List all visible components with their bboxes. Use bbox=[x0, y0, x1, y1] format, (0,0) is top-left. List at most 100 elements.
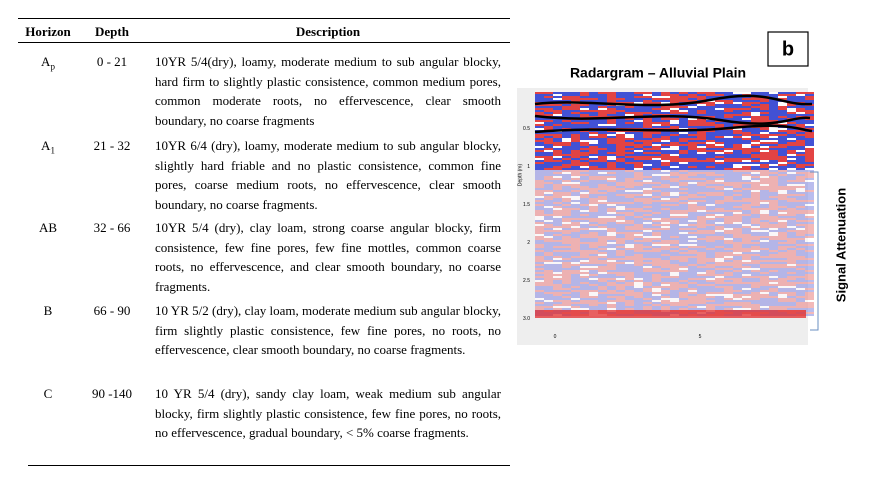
radargram-pixel bbox=[679, 296, 688, 298]
radargram-pixel bbox=[706, 178, 715, 180]
radargram-pixel bbox=[760, 160, 769, 162]
radargram-pixel bbox=[553, 250, 562, 252]
radargram-pixel bbox=[598, 222, 607, 224]
radargram-pixel bbox=[679, 250, 688, 252]
radargram-pixel bbox=[688, 140, 697, 142]
radargram-pixel bbox=[598, 136, 607, 138]
radargram-pixel bbox=[598, 156, 607, 158]
radargram-pixel bbox=[598, 290, 607, 292]
radargram-pixel bbox=[769, 302, 778, 304]
radargram-pixel bbox=[742, 246, 751, 248]
radargram-pixel bbox=[796, 172, 805, 174]
radargram-pixel bbox=[589, 292, 598, 294]
radargram-pixel bbox=[562, 110, 571, 112]
radargram-pixel bbox=[580, 288, 589, 290]
radargram-pixel bbox=[706, 180, 715, 182]
radargram-pixel bbox=[787, 250, 796, 252]
radargram-pixel bbox=[805, 132, 814, 134]
radargram-pixel bbox=[670, 272, 679, 274]
radargram-pixel bbox=[778, 250, 787, 252]
radargram-pixel bbox=[553, 202, 562, 204]
radargram-pixel bbox=[796, 214, 805, 216]
radargram-pixel bbox=[598, 258, 607, 260]
radargram-pixel bbox=[544, 132, 553, 134]
radargram-pixel bbox=[661, 218, 670, 220]
radargram-pixel bbox=[670, 134, 679, 136]
radargram-pixel bbox=[697, 248, 706, 250]
radargram-pixel bbox=[697, 290, 706, 292]
radargram-pixel bbox=[607, 110, 616, 112]
radargram-pixel bbox=[589, 114, 598, 116]
radargram-pixel bbox=[778, 176, 787, 178]
radargram-pixel bbox=[598, 94, 607, 96]
radargram-pixel bbox=[652, 274, 661, 276]
radargram-pixel bbox=[733, 210, 742, 212]
radargram-pixel bbox=[805, 184, 814, 186]
radargram-pixel bbox=[679, 294, 688, 296]
radargram-pixel bbox=[616, 96, 625, 98]
radargram-pixel bbox=[580, 254, 589, 256]
radargram-pixel bbox=[688, 256, 697, 258]
radargram-pixel bbox=[643, 120, 652, 122]
radargram-pixel bbox=[715, 196, 724, 198]
radargram-pixel bbox=[652, 256, 661, 258]
radargram-pixel bbox=[535, 162, 544, 164]
radargram-pixel bbox=[625, 240, 634, 242]
radargram-pixel bbox=[805, 220, 814, 222]
radargram-pixel bbox=[787, 164, 796, 166]
radargram-pixel bbox=[724, 232, 733, 234]
rule-top bbox=[18, 18, 510, 19]
radargram-pixel bbox=[571, 306, 580, 308]
radargram-pixel bbox=[652, 110, 661, 112]
radargram-pixel bbox=[634, 208, 643, 210]
radargram-pixel bbox=[715, 108, 724, 110]
radargram-pixel bbox=[787, 254, 796, 256]
radargram-pixel bbox=[742, 128, 751, 130]
radargram-pixel bbox=[751, 236, 760, 238]
radargram-pixel bbox=[625, 176, 634, 178]
radargram-pixel bbox=[589, 232, 598, 234]
radargram-pixel bbox=[697, 196, 706, 198]
radargram-pixel bbox=[535, 264, 544, 266]
radargram-pixel bbox=[535, 198, 544, 200]
radargram-pixel bbox=[742, 172, 751, 174]
radargram-pixel bbox=[625, 108, 634, 110]
radargram-pixel bbox=[706, 222, 715, 224]
radargram-pixel bbox=[751, 250, 760, 252]
radargram-pixel bbox=[715, 188, 724, 190]
radargram-pixel bbox=[643, 196, 652, 198]
radargram-pixel bbox=[580, 216, 589, 218]
radargram-pixel bbox=[688, 254, 697, 256]
radargram-pixel bbox=[688, 104, 697, 106]
radargram-pixel bbox=[625, 166, 634, 168]
radargram-pixel bbox=[661, 210, 670, 212]
radargram-pixel bbox=[724, 264, 733, 266]
radargram-pixel bbox=[661, 150, 670, 152]
radargram-pixel bbox=[805, 124, 814, 126]
radargram-pixel bbox=[571, 300, 580, 302]
radargram-pixel bbox=[679, 230, 688, 232]
radargram-pixel bbox=[670, 174, 679, 176]
radargram-pixel bbox=[679, 304, 688, 306]
radargram-pixel bbox=[715, 210, 724, 212]
radargram-pixel bbox=[715, 220, 724, 222]
radargram-pixel bbox=[769, 136, 778, 138]
radargram-pixel bbox=[652, 284, 661, 286]
radargram-pixel bbox=[733, 284, 742, 286]
radargram-pixel bbox=[724, 194, 733, 196]
radargram-pixel bbox=[778, 94, 787, 96]
radargram-pixel bbox=[562, 206, 571, 208]
radargram-pixel bbox=[688, 250, 697, 252]
radargram-pixel bbox=[616, 174, 625, 176]
radargram-pixel bbox=[643, 148, 652, 150]
radargram-pixel bbox=[742, 132, 751, 134]
radargram-pixel bbox=[607, 246, 616, 248]
radargram-pixel bbox=[769, 110, 778, 112]
radargram-pixel bbox=[751, 222, 760, 224]
radargram-pixel bbox=[634, 96, 643, 98]
radargram-pixel bbox=[652, 224, 661, 226]
radargram-pixel bbox=[625, 254, 634, 256]
radargram-pixel bbox=[652, 108, 661, 110]
radargram-pixel bbox=[589, 222, 598, 224]
radargram-pixel bbox=[706, 282, 715, 284]
